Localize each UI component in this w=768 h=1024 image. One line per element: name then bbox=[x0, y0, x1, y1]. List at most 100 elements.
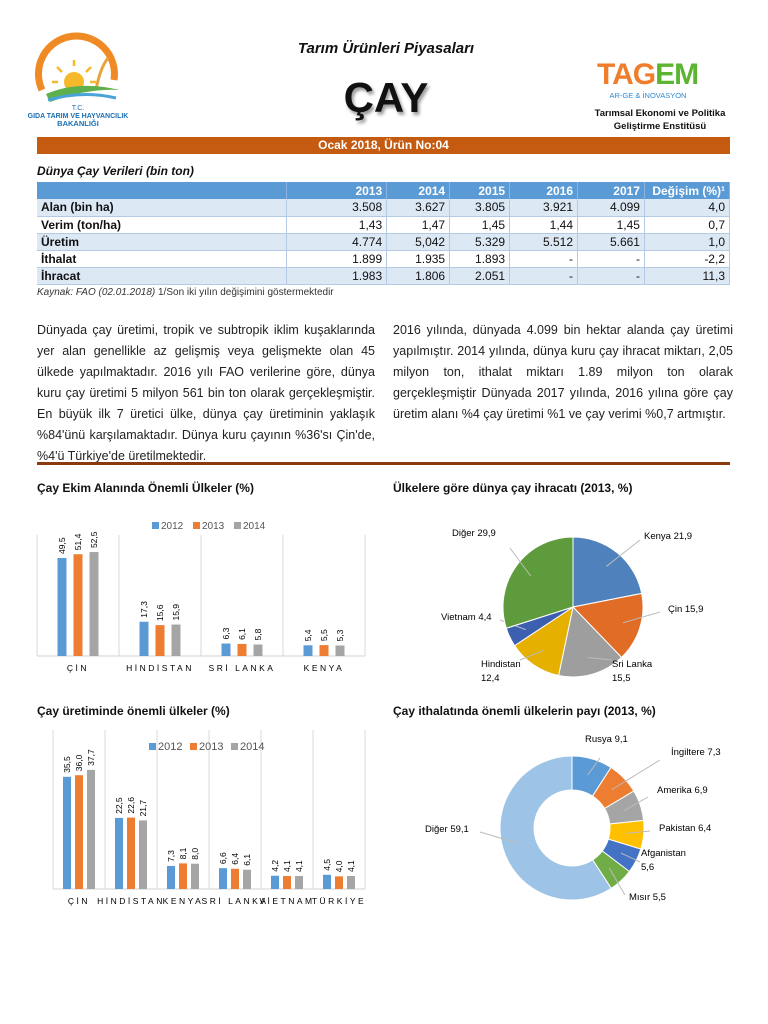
chart3-data-label: 35,5 bbox=[62, 756, 72, 773]
chart3-bar bbox=[167, 865, 175, 889]
chart3-data-label: 4,0 bbox=[334, 860, 344, 872]
chart3-category-label: VİETNAM bbox=[259, 896, 314, 906]
chart2-leader-line bbox=[509, 547, 532, 577]
chart2-slice bbox=[572, 592, 644, 659]
table-cell: 3.921 bbox=[509, 199, 579, 217]
header-cell bbox=[37, 182, 288, 199]
chart3-category-label: HİNDİSTAN bbox=[97, 896, 165, 906]
chart3-data-label: 22,6 bbox=[126, 797, 136, 814]
chart4-leader-line bbox=[479, 831, 520, 845]
table-cell: 1,45 bbox=[577, 216, 645, 234]
table-cell: 3.508 bbox=[286, 199, 388, 217]
chart1-title: Çay Ekim Alanında Önemli Ülkeler (%) bbox=[37, 481, 254, 495]
paragraph-left: Dünyada çay üretimi, tropik ve subtropik… bbox=[37, 323, 375, 463]
table-cell: 2.051 bbox=[449, 267, 511, 285]
chart2-title: Ülkelere göre dünya çay ihracatı (2013, … bbox=[393, 481, 633, 495]
chart4-leader-line bbox=[626, 830, 651, 834]
row-label: Alan (bin ha) bbox=[37, 199, 288, 217]
chart3-category-label: ÇİN bbox=[68, 896, 90, 906]
table-cell: 5.512 bbox=[509, 233, 579, 251]
chart3-bar bbox=[219, 868, 227, 889]
tagem-logo: TAGEM AR-GE & İNOVASYON bbox=[597, 58, 699, 100]
chart1-bar bbox=[139, 621, 149, 656]
table-cell: 3.805 bbox=[449, 199, 511, 217]
chart2-leader-line bbox=[519, 649, 544, 661]
row-label: Verim (ton/ha) bbox=[37, 216, 288, 234]
chart4-leader-line bbox=[608, 868, 626, 896]
chart1-category-label: HİNDİSTAN bbox=[126, 663, 194, 673]
chart4-slice-label: Afganistan 5,6 bbox=[641, 848, 686, 873]
chart1-data-label: 5,8 bbox=[253, 628, 263, 640]
chart1-category-label: KENYA bbox=[304, 663, 345, 673]
tagem-wordmark: TAGEM bbox=[597, 58, 698, 91]
table-header-row: 2013 2014 2015 2016 2017 Değişim (%)¹ bbox=[37, 182, 731, 199]
table-cell: 0,7 bbox=[644, 216, 731, 234]
chart3-data-label: 6,6 bbox=[218, 852, 228, 864]
header-cell: 2014 bbox=[386, 182, 451, 199]
chart1-data-label: 15,6 bbox=[155, 604, 165, 621]
chart1-legend-swatch bbox=[193, 522, 200, 529]
chart1-bar bbox=[155, 625, 165, 656]
chart3-data-label: 6,1 bbox=[242, 854, 252, 866]
chart3-bar bbox=[347, 876, 355, 889]
table-cell: - bbox=[577, 250, 645, 268]
chart2-leader-line bbox=[622, 611, 661, 624]
chart1-data-label: 5,3 bbox=[335, 629, 345, 641]
chart3-title: Çay üretiminde önemli ülkeler (%) bbox=[37, 704, 230, 718]
chart1-bar bbox=[303, 645, 313, 656]
publication-series: Tarım Ürünleri Piyasaları bbox=[297, 40, 475, 57]
tagem-tagline: AR-GE & İNOVASYON bbox=[610, 91, 687, 100]
chart2-slice-label: Çin 15,9 bbox=[668, 604, 703, 615]
chart3-legend-label: 2012 bbox=[158, 741, 182, 753]
chart1-bar bbox=[335, 645, 345, 656]
chart1-bar bbox=[73, 554, 83, 656]
chart3-data-label: 8,1 bbox=[178, 847, 188, 859]
chart4-slice-label: İngiltere 7,3 bbox=[671, 747, 721, 758]
table-cell: 4.099 bbox=[577, 199, 645, 217]
chart3-data-label: 36,0 bbox=[74, 754, 84, 771]
world-tea-data-table: 2013 2014 2015 2016 2017 Değişim (%)¹ Al… bbox=[37, 182, 731, 285]
chart4-leader-line bbox=[611, 759, 661, 791]
chart1-legend-label: 2013 bbox=[202, 521, 225, 532]
chart3-data-label: 4,1 bbox=[346, 860, 356, 872]
chart2-leader-line bbox=[587, 656, 613, 661]
institute-name-line2: Geliştirme Enstitüsü bbox=[613, 121, 707, 132]
chart1-data-label: 52,5 bbox=[89, 531, 99, 548]
source-note: 1/Son iki yılın değişimini göstermektedi… bbox=[155, 287, 334, 298]
chart3-category-label: SRİ LANKA bbox=[202, 896, 269, 906]
chart3-category-label: TÜRKİYE bbox=[312, 896, 366, 906]
header-cell: 2013 bbox=[286, 182, 388, 199]
chart3-bar bbox=[295, 876, 303, 889]
chart1-data-label: 6,1 bbox=[237, 628, 247, 640]
table-source: Kaynak: FAO (02.01.2018) 1/Son iki yılın… bbox=[37, 287, 334, 298]
chart3-data-label: 37,7 bbox=[86, 749, 96, 766]
chart1-bar bbox=[89, 552, 99, 656]
chart1-data-label: 5,4 bbox=[303, 629, 313, 641]
table-cell: 1,0 bbox=[644, 233, 731, 251]
paragraph-right: 2016 yılında, dünyada 4.099 bin hektar a… bbox=[393, 323, 733, 421]
chart1-data-label: 6,3 bbox=[221, 627, 231, 639]
chart4-slice-label: Diğer 59,1 bbox=[425, 824, 469, 835]
chart4-slice-label: Rusya 9,1 bbox=[585, 734, 628, 745]
chart3-data-label: 8,0 bbox=[190, 848, 200, 860]
chart3-data-label: 21,7 bbox=[138, 800, 148, 817]
table-cell: 1.893 bbox=[449, 250, 511, 268]
chart4-leader-line bbox=[620, 852, 641, 863]
chart1-legend-swatch bbox=[234, 522, 241, 529]
chart3-category-label: KENYA bbox=[163, 896, 204, 906]
chart4-leader-line bbox=[587, 757, 601, 776]
table-cell: - bbox=[509, 250, 579, 268]
source-label: Kaynak: FAO (02.01.2018) bbox=[37, 287, 156, 298]
chart3-data-label: 4,2 bbox=[270, 860, 280, 872]
table-row: İthalat 1.899 1.935 1.893- - -2,2 bbox=[37, 250, 731, 268]
header-cell: 2016 bbox=[509, 182, 579, 199]
table-cell: - bbox=[509, 267, 579, 285]
chart1-bar bbox=[253, 644, 263, 656]
chart3-bar bbox=[139, 820, 147, 889]
table-row: Üretim 4.774 5,042 5.329 5.512 5.661 1,0 bbox=[37, 233, 731, 251]
table-row: Alan (bin ha) 3.508 3.627 3.805 3.921 4.099 4,… bbox=[37, 199, 731, 217]
chart1-data-label: 17,3 bbox=[139, 601, 149, 618]
table-cell: 1,47 bbox=[386, 216, 451, 234]
chart3-legend-swatch bbox=[231, 743, 238, 750]
chart3-legend-swatch bbox=[149, 743, 156, 750]
